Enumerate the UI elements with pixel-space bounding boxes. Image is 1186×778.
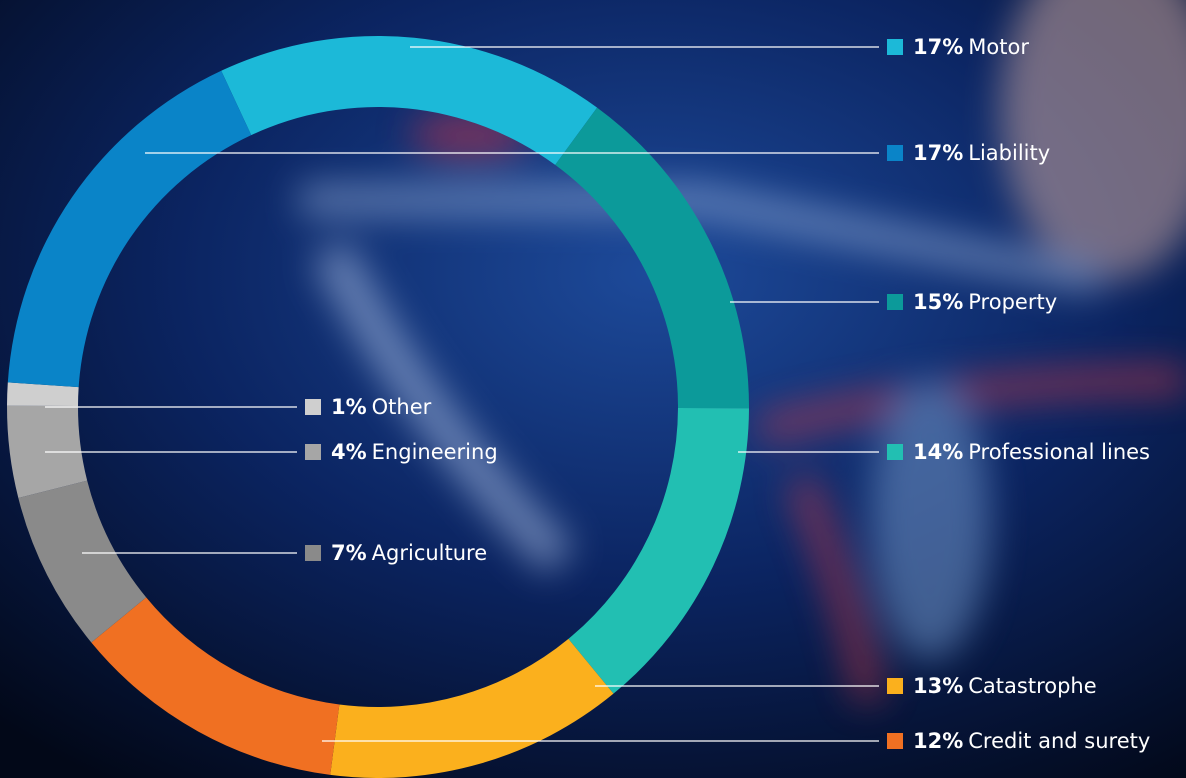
donut-slice xyxy=(221,35,598,165)
donut-slice xyxy=(555,107,749,409)
value-label: 7% xyxy=(331,541,367,565)
legend-label: 1% Other xyxy=(331,395,432,419)
legend-name: Credit and surety xyxy=(968,729,1150,753)
legend-label: 4% Engineering xyxy=(331,440,498,464)
legend-swatch xyxy=(887,145,903,161)
value-label: 17% xyxy=(913,141,963,165)
donut-slice xyxy=(18,480,147,643)
donut-slice xyxy=(91,597,340,775)
donut xyxy=(6,35,749,778)
legend-swatch xyxy=(305,545,321,561)
legend-label: 12% Credit and surety xyxy=(913,729,1150,753)
value-label: 13% xyxy=(913,674,963,698)
value-label: 17% xyxy=(913,35,963,59)
legend-name: Other xyxy=(372,395,432,419)
legend-swatch xyxy=(887,678,903,694)
legend-label: 7% Agriculture xyxy=(331,541,487,565)
legend-name: Motor xyxy=(968,35,1029,59)
legend-swatch xyxy=(305,444,321,460)
legend-name: Catastrophe xyxy=(968,674,1096,698)
background-decoration xyxy=(300,0,1186,703)
legend-swatch xyxy=(887,733,903,749)
legend-name: Agriculture xyxy=(372,541,488,565)
legend-label: 17% Liability xyxy=(913,141,1050,165)
donut-slice xyxy=(330,638,614,778)
value-label: 4% xyxy=(331,440,367,464)
legend-name: Liability xyxy=(968,141,1050,165)
legend-label: 17% Motor xyxy=(913,35,1029,59)
legend-label: 14% Professional lines xyxy=(913,440,1150,464)
legend-label: 13% Catastrophe xyxy=(913,674,1097,698)
value-label: 15% xyxy=(913,290,963,314)
value-label: 14% xyxy=(913,440,963,464)
donut-slice xyxy=(7,382,79,406)
legend-label: 15% Property xyxy=(913,290,1057,314)
legend-name: Property xyxy=(968,290,1057,314)
donut-slice xyxy=(7,70,252,388)
legend-name: Professional lines xyxy=(968,440,1150,464)
legend-swatch xyxy=(887,39,903,55)
value-label: 1% xyxy=(331,395,367,419)
legend-swatch xyxy=(887,294,903,310)
legend-swatch xyxy=(887,444,903,460)
donut-slice xyxy=(568,408,749,694)
value-label: 12% xyxy=(913,729,963,753)
legend-name: Engineering xyxy=(372,440,498,464)
legend-swatch xyxy=(305,399,321,415)
